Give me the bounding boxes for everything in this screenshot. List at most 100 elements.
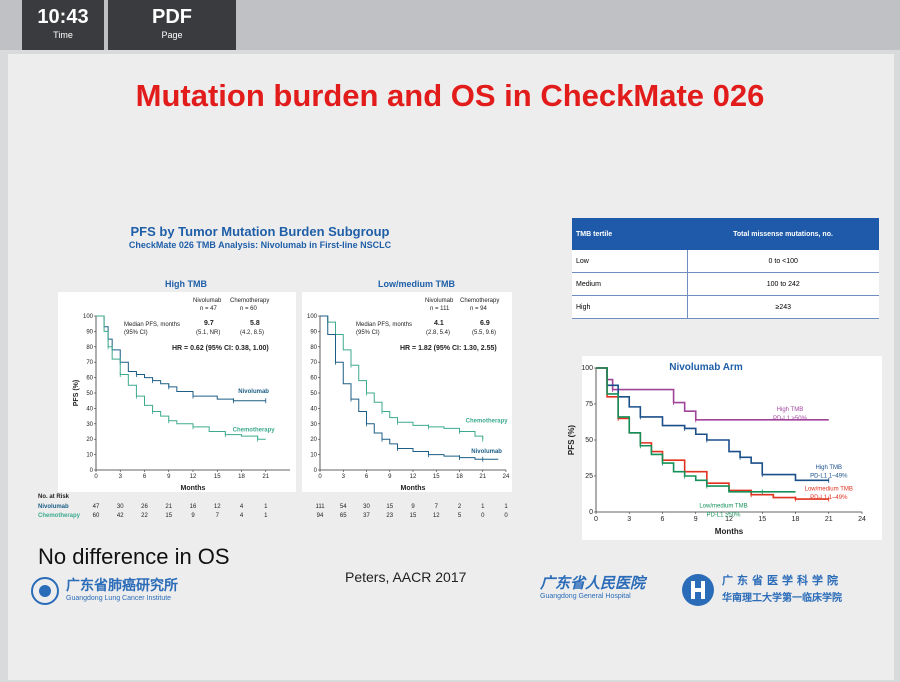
- y-axis-label: PFS (%): [567, 425, 576, 456]
- at-risk-value: 0: [481, 513, 485, 519]
- series-label-lowmed-pdl1-50: Low/medium TMB: [699, 504, 747, 510]
- chart-subtitle: PFS by Tumor Mutation Burden Subgroup: [130, 224, 390, 239]
- at-risk-value: 16: [190, 504, 197, 510]
- series-line: [596, 367, 829, 500]
- college-name: 华南理工大学第一临床学院: [722, 593, 842, 604]
- table-header: Total missense mutations, no.: [687, 218, 879, 250]
- x-tick-label: 0: [594, 516, 598, 523]
- legend-col1-n-2: n = 111: [430, 306, 450, 312]
- table-cell: Low: [572, 250, 688, 273]
- y-tick-label: 0: [314, 468, 318, 474]
- at-risk-value: 2: [458, 504, 462, 510]
- at-risk-label: No. at Risk: [38, 494, 70, 500]
- page-value: PDF: [152, 6, 192, 28]
- x-tick-label: 3: [119, 474, 123, 480]
- y-axis-label: PFS (%): [73, 380, 80, 406]
- legend-v1-ci: (5.1, NR): [196, 330, 221, 336]
- y-tick-label: 100: [83, 314, 94, 320]
- y-tick-label: 100: [307, 314, 318, 320]
- y-tick-label: 75: [585, 401, 593, 408]
- legend-v2-ci-2: (5.5, 9.6): [472, 330, 497, 336]
- at-risk-value: 7: [216, 513, 220, 519]
- status-bar: 10:43 Time PDF Page: [0, 0, 900, 50]
- x-axis-label: Months: [401, 485, 426, 492]
- at-risk-value: 21: [165, 504, 172, 510]
- series-label-lowmed-pdl1-149: Low/medium TMB: [805, 486, 853, 492]
- chart-title-high-tmb: High TMB: [165, 279, 207, 289]
- y-tick-label: 50: [86, 391, 93, 397]
- series-label-high-pdl1-50b: PD-L1 ≥50%: [773, 416, 808, 422]
- page-indicator[interactable]: PDF Page: [108, 0, 236, 50]
- series-label-chemotherapy: Chemotherapy: [466, 418, 509, 424]
- logo-guangdong-general-hospital: 广东省人民医院 Guangdong General Hospital 广东省医学…: [540, 570, 900, 610]
- tmb-tertile-table: TMB tertile Total missense mutations, no…: [572, 218, 879, 319]
- x-tick-label: 18: [238, 474, 245, 480]
- y-tick-label: 20: [86, 437, 93, 443]
- y-tick-label: 90: [310, 329, 317, 335]
- y-tick-label: 60: [86, 376, 93, 382]
- legend-v2: 5.8: [250, 320, 260, 327]
- table-header: TMB tertile: [572, 218, 687, 250]
- series-label-high-pdl1-50: High TMB: [777, 407, 804, 413]
- chart-title-lowmed-tmb: Low/medium TMB: [378, 279, 455, 289]
- series-label-nivolumab: Nivolumab: [471, 449, 502, 455]
- at-risk-value: 15: [165, 513, 172, 519]
- legend-hr-2: HR = 1.82 (95% CI: 1.30, 2.55): [400, 345, 497, 352]
- y-tick-label: 40: [86, 406, 93, 412]
- at-risk-value: 7: [435, 504, 439, 510]
- institute-name-en: Guangdong Lung Cancer Institute: [66, 595, 172, 602]
- series-label-lowmed-pdl1-50b: PD-L1 ≥50%: [706, 512, 741, 518]
- at-risk-value: 4: [240, 513, 244, 519]
- at-risk-value: 1: [264, 504, 268, 510]
- at-risk-value: 60: [93, 513, 100, 519]
- legend-col1-n: n = 47: [200, 306, 217, 312]
- y-tick-label: 50: [310, 391, 317, 397]
- at-risk-value: 15: [410, 513, 417, 519]
- x-tick-label: 12: [190, 474, 197, 480]
- at-risk-value: 0: [504, 513, 508, 519]
- chart-subtitle-2: CheckMate 026 TMB Analysis: Nivolumab in…: [128, 240, 392, 250]
- x-tick-label: 6: [143, 474, 147, 480]
- series-line: [96, 315, 266, 402]
- series-label-high-pdl1-149: High TMB: [815, 465, 842, 471]
- at-risk-value: 5: [458, 513, 462, 519]
- at-risk-value: 42: [117, 513, 124, 519]
- series-line: [320, 315, 484, 440]
- table-row: Medium 100 to 242: [572, 272, 879, 296]
- legend-col2-header: Chemotherapy: [230, 298, 270, 304]
- at-risk-value: 12: [214, 504, 221, 510]
- x-tick-label: 0: [318, 474, 322, 480]
- at-risk-value: 1: [504, 504, 508, 510]
- table-header-row: TMB tertile Total missense mutations, no…: [572, 218, 879, 250]
- page-label: Page: [161, 30, 183, 40]
- time-indicator: 10:43 Time: [22, 0, 104, 50]
- table-cell: High: [572, 295, 688, 319]
- chart-panel-nivolumab-arm: [582, 356, 882, 540]
- at-risk-value: 65: [340, 513, 347, 519]
- footer-note: No difference in OS: [38, 544, 230, 569]
- legend-row-label-2: Median PFS, months: [356, 322, 413, 328]
- at-risk-value: 1: [481, 504, 485, 510]
- at-risk-value: 47: [93, 504, 100, 510]
- y-tick-label: 80: [86, 345, 93, 351]
- institute-name: 广东省肺癌研究所: [66, 578, 178, 594]
- institute-seal-icon: [31, 577, 59, 605]
- legend-col1-header-2: Nivolumab: [425, 298, 454, 304]
- x-tick-label: 18: [456, 474, 463, 480]
- y-tick-label: 70: [86, 360, 93, 366]
- x-tick-label: 0: [94, 474, 98, 480]
- y-tick-label: 60: [310, 376, 317, 382]
- y-tick-label: 70: [310, 360, 317, 366]
- hospital-name: 广东省人民医院: [540, 574, 646, 592]
- series-label-high-pdl1-149b: PD-L1 1–49%: [810, 473, 848, 479]
- at-risk-value: 15: [386, 504, 393, 510]
- x-tick-label: 18: [792, 516, 800, 523]
- x-tick-label: 21: [262, 474, 269, 480]
- at-risk-value: 12: [433, 513, 440, 519]
- x-axis-label: Months: [181, 485, 206, 492]
- at-risk-value: 111: [315, 504, 325, 510]
- x-tick-label: 15: [214, 474, 221, 480]
- hospital-emblem-icon: [682, 574, 714, 606]
- x-tick-label: 15: [433, 474, 440, 480]
